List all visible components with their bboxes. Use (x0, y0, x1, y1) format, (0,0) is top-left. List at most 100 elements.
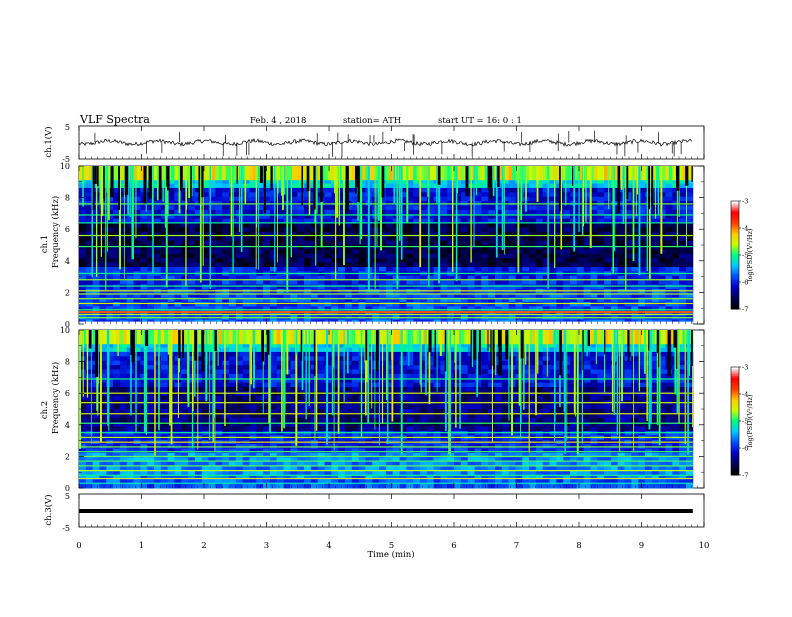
spectrogram-cell (679, 192, 686, 197)
spectrogram-cell (590, 263, 597, 268)
spectrogram-cell (488, 302, 495, 307)
spectrogram-cell (659, 306, 666, 311)
spectrogram-cell (134, 197, 141, 202)
spectrogram-cell (461, 227, 468, 232)
spectrogram-cell (611, 302, 618, 307)
spectrogram-cell (468, 374, 475, 379)
spectrogram-cell (440, 249, 447, 254)
spectrogram-cell (263, 227, 270, 232)
spectrogram-cell (297, 192, 304, 197)
spectrogram-cell (181, 267, 188, 272)
spectrogram-cell (229, 374, 236, 379)
sferic-streak (334, 166, 335, 193)
spectrogram-cell (577, 280, 584, 285)
spectrogram-cell (509, 241, 516, 246)
spectrogram-cell (202, 267, 209, 272)
spectrogram-cell (604, 365, 611, 370)
spectrogram-cell (393, 227, 400, 232)
spectrogram-cell (140, 263, 147, 268)
spectrogram-cell (277, 387, 284, 392)
spectrogram-cell (236, 302, 243, 307)
spectrogram-cell (127, 306, 134, 311)
spectrogram-cell (468, 280, 475, 285)
spectrogram-cell (529, 267, 536, 272)
transmitter-line (79, 285, 693, 286)
spectrogram-cell (79, 210, 86, 215)
spectrogram-cell (188, 302, 195, 307)
spectrogram-cell (461, 348, 468, 353)
spectrogram-cell (550, 197, 557, 202)
spectrogram-cell (236, 280, 243, 285)
spectrogram-cell (113, 348, 120, 353)
spectrogram-cell (672, 280, 679, 285)
spectrogram-cell (181, 210, 188, 215)
sferics-band (79, 166, 83, 180)
spectrogram-cell (325, 280, 332, 285)
sferics-band (267, 166, 271, 180)
dark-gap (201, 166, 203, 197)
sferics-band (478, 166, 482, 180)
spectrogram-cell (188, 263, 195, 268)
spectrogram-cell (563, 263, 570, 268)
sferic-streak (655, 166, 656, 219)
spectrogram-cell (243, 365, 250, 370)
spectrogram-cell (352, 267, 359, 272)
spectrogram-cell (161, 383, 168, 388)
sferic-streak (537, 166, 539, 202)
spectrogram-cell (481, 370, 488, 375)
sferics-band (215, 166, 219, 180)
spectrogram-cell (140, 249, 147, 254)
spectrogram-cell (318, 254, 325, 259)
spectrogram-cell (127, 263, 134, 268)
sferics-band (413, 166, 417, 180)
spectrogram-cell (325, 365, 332, 370)
spectrogram-cell (488, 254, 495, 259)
spectrogram-cell (604, 361, 611, 366)
spectrogram-cell (536, 267, 543, 272)
spectrogram-cell (645, 254, 652, 259)
spectrogram-cell (249, 254, 256, 259)
spectrogram-cell (611, 254, 618, 259)
spectrogram-cell (304, 206, 311, 211)
spectrogram-cell (584, 267, 591, 272)
spectrogram-cell (665, 254, 672, 259)
spectrogram-cell (270, 197, 277, 202)
spectrogram-cell (543, 267, 550, 272)
spectrogram-cell (215, 370, 222, 375)
spectrogram-cell (386, 236, 393, 241)
spectrogram-cell (536, 210, 543, 215)
spectrogram-cell (345, 249, 352, 254)
sferic-streak (375, 166, 376, 289)
spectrogram-cell (229, 383, 236, 388)
spectrogram-cell (550, 263, 557, 268)
sferics-band (597, 166, 601, 180)
spectrogram-cell (406, 280, 413, 285)
spectrogram-cell (400, 192, 407, 197)
transmitter-line (79, 203, 693, 204)
spectrogram-cell (215, 263, 222, 268)
spectrogram-cell (134, 280, 141, 285)
spectrogram-cell (270, 192, 277, 197)
spectrogram-cell (665, 267, 672, 272)
spectrogram-cell (325, 241, 332, 246)
spectrogram-cell (543, 280, 550, 285)
spectrogram-cell (93, 280, 100, 285)
spectrogram-cell (434, 285, 441, 290)
spectrogram-cell (318, 267, 325, 272)
spectrogram-cell (686, 249, 693, 254)
spectrogram-cell (243, 223, 250, 228)
spectrogram-cell (597, 254, 604, 259)
spectrogram-cell (536, 258, 543, 263)
spectrogram-cell (345, 241, 352, 246)
spectrogram-cell (352, 249, 359, 254)
spectrogram-cell (509, 223, 516, 228)
sferics-band (362, 166, 366, 180)
ch2-spectrogram-heatmap (79, 330, 693, 489)
spectrogram-cell (481, 352, 488, 357)
spectrogram-cell (406, 254, 413, 259)
spectrogram-cell (229, 361, 236, 366)
spectrogram-cell (604, 188, 611, 193)
spectrogram-cell (372, 241, 379, 246)
spectrogram-cell (174, 306, 181, 311)
spectrogram-cell (686, 227, 693, 232)
